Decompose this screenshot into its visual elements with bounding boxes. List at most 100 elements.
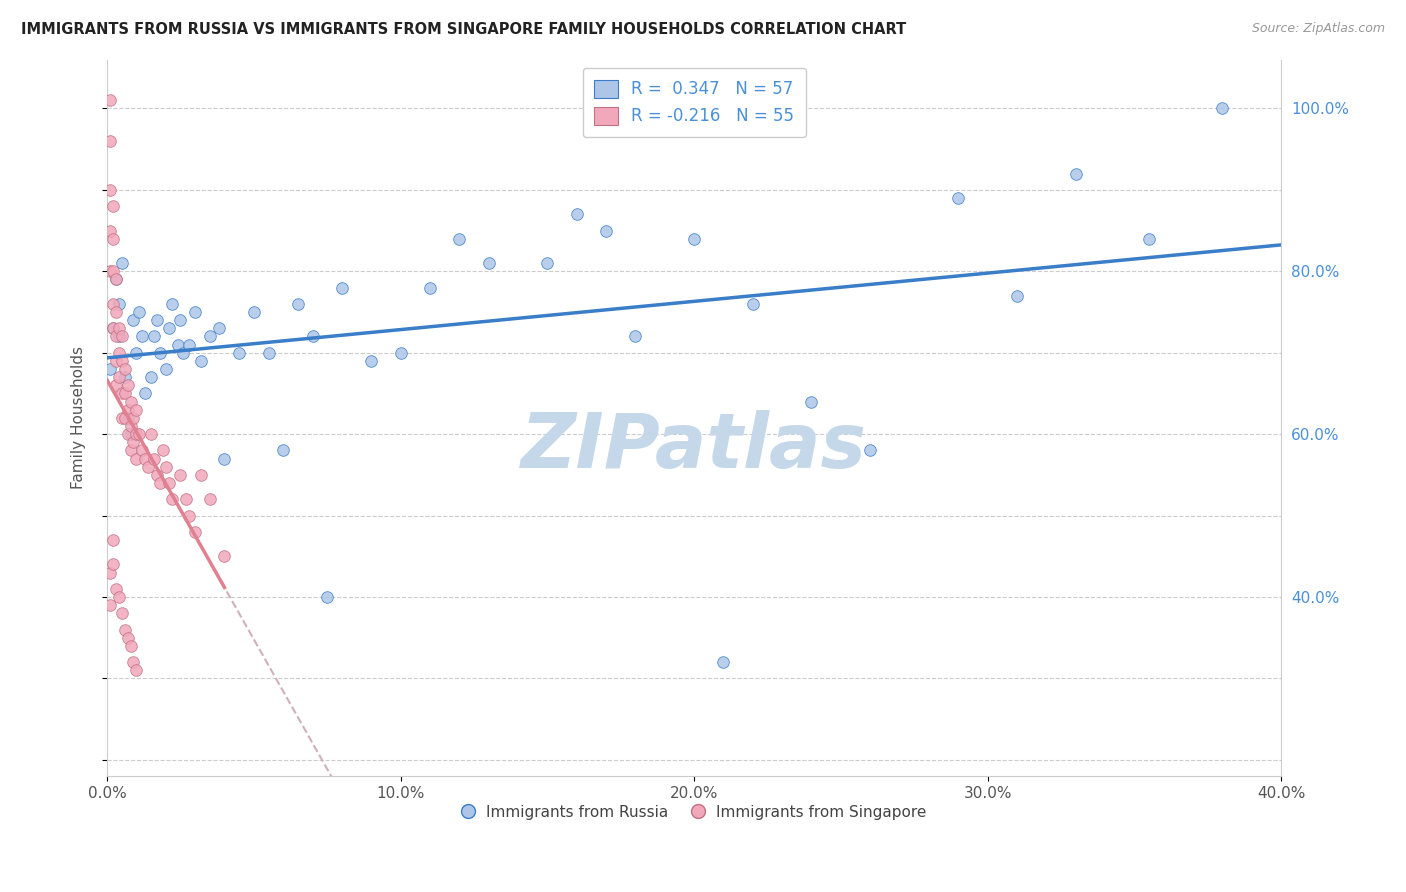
- Point: [111, 354, 134, 368]
- Point: [478, 256, 501, 270]
- Text: IMMIGRANTS FROM RUSSIA VS IMMIGRANTS FROM SINGAPORE FAMILY HOUSEHOLDS CORRELATIO: IMMIGRANTS FROM RUSSIA VS IMMIGRANTS FRO…: [21, 22, 907, 37]
- Point: [98, 362, 121, 376]
- Point: [228, 345, 250, 359]
- Point: [98, 93, 121, 107]
- Point: [179, 508, 201, 523]
- Point: [98, 183, 121, 197]
- Point: [169, 467, 191, 482]
- Point: [104, 305, 127, 319]
- Point: [859, 443, 882, 458]
- Point: [143, 329, 166, 343]
- Point: [146, 313, 169, 327]
- Point: [257, 345, 280, 359]
- Point: [111, 386, 134, 401]
- Point: [624, 329, 647, 343]
- Point: [190, 354, 212, 368]
- Legend: Immigrants from Russia, Immigrants from Singapore: Immigrants from Russia, Immigrants from …: [456, 798, 932, 826]
- Point: [128, 427, 150, 442]
- Point: [117, 410, 139, 425]
- Point: [120, 443, 142, 458]
- Point: [149, 345, 172, 359]
- Point: [287, 297, 309, 311]
- Point: [800, 394, 823, 409]
- Point: [98, 566, 121, 580]
- Point: [111, 607, 134, 621]
- Point: [101, 558, 124, 572]
- Point: [122, 410, 145, 425]
- Point: [198, 492, 221, 507]
- Point: [214, 451, 236, 466]
- Point: [98, 134, 121, 148]
- Point: [595, 224, 617, 238]
- Point: [122, 313, 145, 327]
- Point: [157, 476, 180, 491]
- Point: [108, 321, 131, 335]
- Point: [139, 370, 162, 384]
- Point: [1005, 289, 1028, 303]
- Point: [125, 427, 148, 442]
- Point: [139, 427, 162, 442]
- Point: [101, 321, 124, 335]
- Point: [120, 394, 142, 409]
- Point: [741, 297, 763, 311]
- Point: [155, 362, 177, 376]
- Point: [101, 199, 124, 213]
- Point: [120, 419, 142, 434]
- Point: [111, 256, 134, 270]
- Point: [184, 305, 207, 319]
- Point: [316, 590, 339, 604]
- Point: [98, 598, 121, 612]
- Text: Source: ZipAtlas.com: Source: ZipAtlas.com: [1251, 22, 1385, 36]
- Point: [114, 370, 136, 384]
- Point: [101, 264, 124, 278]
- Point: [114, 623, 136, 637]
- Point: [683, 232, 706, 246]
- Point: [122, 435, 145, 450]
- Point: [111, 410, 134, 425]
- Point: [134, 386, 156, 401]
- Point: [155, 459, 177, 474]
- Point: [128, 305, 150, 319]
- Point: [146, 467, 169, 482]
- Point: [169, 313, 191, 327]
- Point: [1137, 232, 1160, 246]
- Point: [101, 321, 124, 335]
- Point: [98, 224, 121, 238]
- Point: [190, 467, 212, 482]
- Point: [114, 362, 136, 376]
- Point: [122, 655, 145, 669]
- Point: [330, 280, 353, 294]
- Point: [301, 329, 323, 343]
- Point: [166, 337, 188, 351]
- Point: [214, 549, 236, 564]
- Point: [104, 329, 127, 343]
- Point: [449, 232, 471, 246]
- Point: [172, 345, 194, 359]
- Point: [198, 329, 221, 343]
- Point: [117, 427, 139, 442]
- Point: [176, 492, 198, 507]
- Point: [108, 297, 131, 311]
- Point: [108, 329, 131, 343]
- Text: ZIPatlas: ZIPatlas: [522, 409, 868, 483]
- Point: [149, 476, 172, 491]
- Point: [101, 533, 124, 547]
- Point: [143, 451, 166, 466]
- Point: [125, 663, 148, 677]
- Point: [243, 305, 266, 319]
- Point: [136, 459, 159, 474]
- Point: [1064, 167, 1087, 181]
- Point: [104, 582, 127, 596]
- Point: [120, 427, 142, 442]
- Point: [713, 655, 735, 669]
- Point: [104, 378, 127, 392]
- Point: [131, 443, 153, 458]
- Point: [108, 590, 131, 604]
- Point: [160, 297, 183, 311]
- Point: [104, 354, 127, 368]
- Point: [125, 345, 148, 359]
- Point: [114, 386, 136, 401]
- Point: [108, 370, 131, 384]
- Point: [536, 256, 558, 270]
- Point: [184, 524, 207, 539]
